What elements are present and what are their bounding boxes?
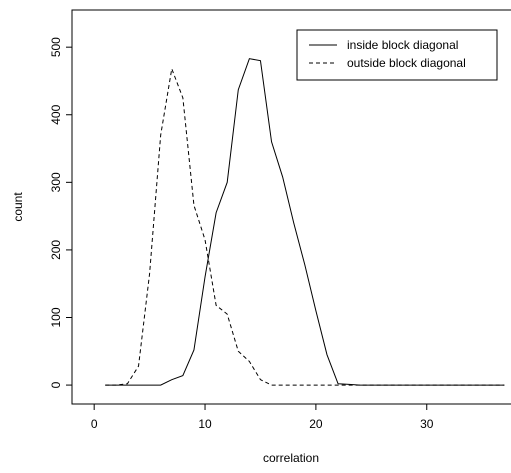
- legend-box: [296, 29, 498, 81]
- series-line: [105, 58, 505, 386]
- x-tick-label: 10: [198, 417, 212, 431]
- x-tick-label: 0: [91, 417, 98, 431]
- y-axis-label: count: [11, 192, 25, 222]
- plot-frame: [71, 9, 511, 405]
- x-axis-label: correlation: [263, 451, 319, 465]
- x-tick-label: 20: [309, 417, 323, 431]
- y-tick-label: 500: [49, 37, 63, 57]
- series-line: [105, 66, 505, 386]
- legend-label: inside block diagonal: [347, 38, 458, 52]
- y-tick-label: 0: [49, 381, 63, 388]
- y-tick-label: 200: [49, 240, 63, 260]
- legend-label: outside block diagonal: [347, 56, 466, 70]
- y-tick-label: 300: [49, 172, 63, 192]
- y-tick-label: 400: [49, 104, 63, 124]
- x-tick-label: 30: [420, 417, 434, 431]
- y-tick-label: 100: [49, 307, 63, 327]
